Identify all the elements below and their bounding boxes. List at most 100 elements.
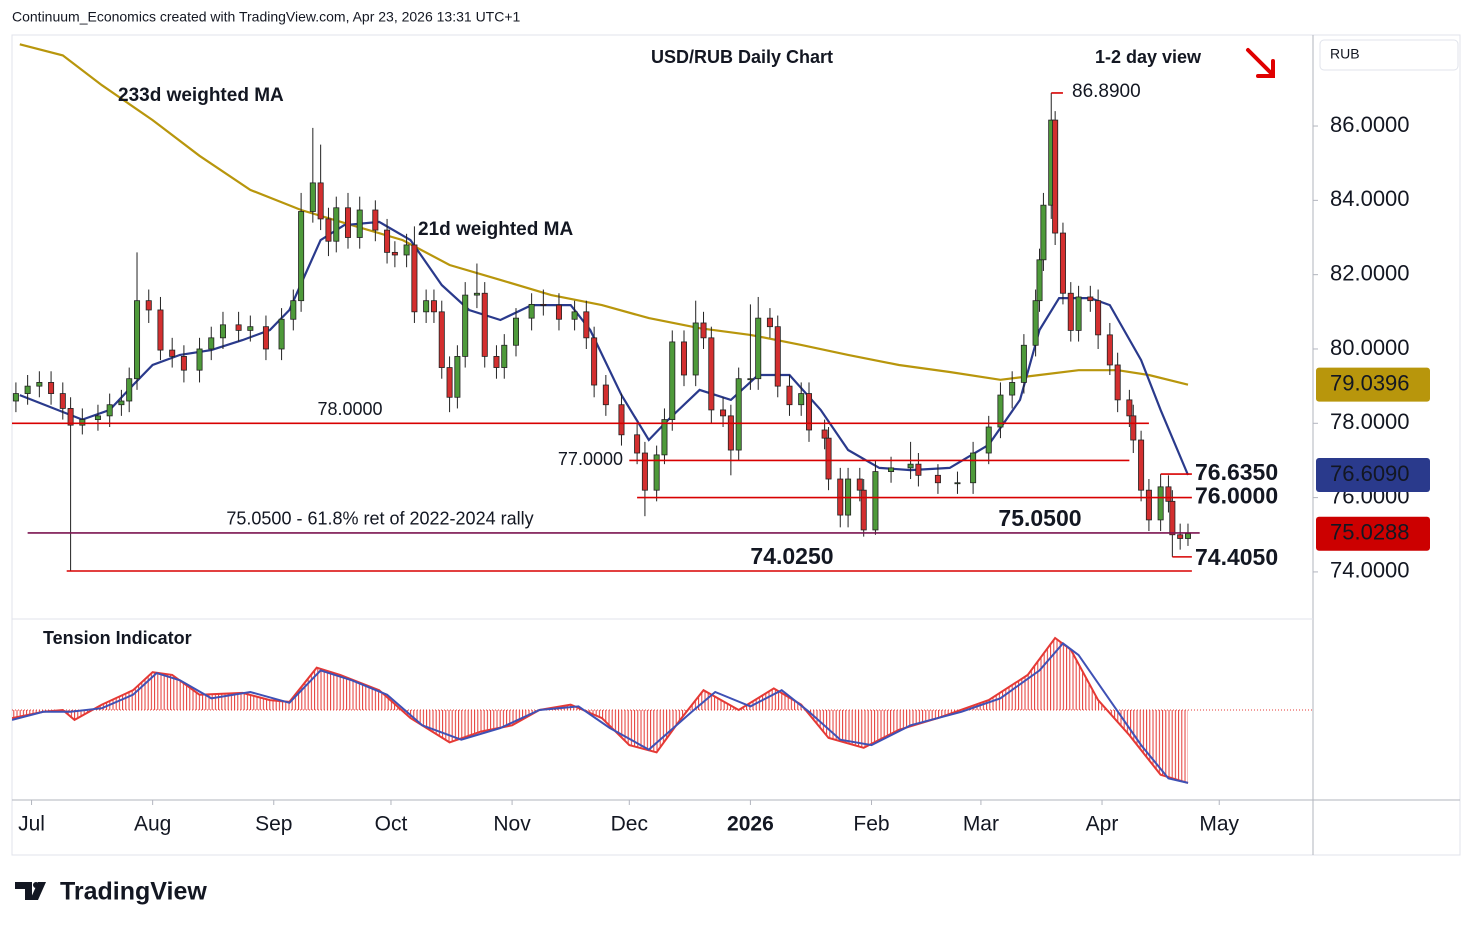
series-label: 21d weighted MA (418, 219, 573, 240)
candle-body (344, 207, 351, 238)
candle-body (888, 467, 895, 472)
candle-body (247, 326, 254, 331)
candle-body (669, 341, 676, 420)
candle-body (680, 341, 687, 376)
candle-body (372, 209, 379, 231)
x-tick-label: Aug (134, 813, 171, 836)
series-label: 233d weighted MA (118, 85, 284, 106)
x-tick-label: Sep (255, 813, 292, 836)
candle-body (391, 251, 398, 256)
candle-body (403, 244, 410, 256)
candle-body (798, 393, 805, 406)
last-value-tag (1316, 457, 1430, 492)
x-tick-label: 2026 (727, 813, 774, 836)
y-tick-label: 84.0000 (1330, 186, 1410, 211)
candle-body (235, 324, 242, 331)
candle-body (634, 434, 641, 454)
candle-body (571, 311, 578, 320)
candle-body (1114, 364, 1121, 401)
header: Continuum_Economics created with Trading… (12, 9, 521, 25)
level-label: 76.6350 (1195, 459, 1278, 485)
candle-body (860, 489, 867, 531)
candle-body (48, 382, 55, 394)
last-close-label: 75.0288 (1330, 520, 1410, 545)
candle-body (528, 303, 535, 319)
candle-body (446, 367, 453, 398)
candle-body (1106, 334, 1113, 366)
candle-body (700, 322, 707, 339)
candle-body (411, 244, 418, 313)
candle-body (1165, 486, 1172, 502)
candle-body (24, 385, 31, 394)
level-note: 75.0500 - 61.8% ret of 2022-2024 rally (226, 509, 533, 529)
indicator-line (12, 642, 1189, 784)
x-tick-label: Oct (375, 813, 408, 836)
y-tick-label: 80.0000 (1330, 335, 1410, 360)
candle-body (1184, 533, 1191, 539)
indicator-line (12, 636, 1189, 784)
candle-body (540, 303, 547, 306)
candle-body (591, 337, 598, 386)
candle-body (325, 218, 332, 242)
candle-body (856, 478, 863, 491)
chart-subtitle: 1-2 day view (1095, 47, 1202, 67)
candle-body (454, 356, 461, 398)
candle-body (438, 311, 445, 368)
candle-body (196, 348, 203, 371)
currency-box[interactable] (1319, 39, 1459, 71)
candle-body (309, 182, 316, 212)
candle-body (79, 419, 86, 426)
candle-body (1036, 259, 1043, 302)
y-tick-label: 82.0000 (1330, 260, 1410, 285)
candle-body (661, 419, 668, 456)
candle-body (126, 378, 133, 402)
candle-body (1059, 232, 1066, 294)
level-label: 74.4050 (1195, 544, 1278, 570)
candle-body (384, 229, 391, 253)
direction-arrow (1246, 48, 1275, 78)
candle-body (555, 304, 562, 320)
candle-body (423, 300, 430, 313)
candle-body (1075, 296, 1082, 331)
candle-body (720, 409, 727, 417)
footer-logo (15, 882, 46, 900)
x-tick-label: Jul (18, 813, 45, 836)
candle-body (1009, 382, 1016, 396)
candle-body (145, 300, 152, 311)
candle-body (755, 317, 762, 380)
candle-body (821, 429, 828, 439)
candle-body (94, 415, 101, 420)
level-label: 74.0250 (750, 543, 833, 569)
candle-body (317, 182, 324, 220)
indicator-pane (12, 636, 1313, 784)
candle-body (806, 393, 813, 431)
candle-body (708, 337, 715, 411)
candle-body (262, 326, 269, 350)
candle-body (356, 209, 363, 238)
candle-body (735, 378, 742, 451)
candle-body (954, 482, 961, 485)
candle-body (493, 356, 500, 368)
last-value-label: 76.6090 (1330, 461, 1410, 486)
candle-body (774, 326, 781, 387)
footer-brand: TradingView (60, 878, 207, 906)
candle-body (473, 292, 480, 296)
y-tick-label: 86.0000 (1330, 112, 1410, 137)
candle-body (512, 317, 519, 346)
moving-average (19, 220, 1190, 476)
candle-body (1040, 204, 1047, 261)
candle-body (692, 322, 699, 376)
candle-body (36, 382, 43, 387)
level-label: 77.0000 (558, 449, 623, 469)
candle-body (333, 207, 340, 242)
level-label: 86.8900 (1072, 81, 1141, 102)
candle-body (915, 463, 922, 476)
candle-body (157, 309, 164, 351)
candle-body (1095, 300, 1102, 336)
candle-body (462, 294, 469, 357)
x-tick-label: Nov (493, 813, 531, 836)
candle-body (997, 394, 1004, 428)
level-label: 75.0500 (998, 505, 1081, 531)
price-pane (12, 43, 1191, 571)
